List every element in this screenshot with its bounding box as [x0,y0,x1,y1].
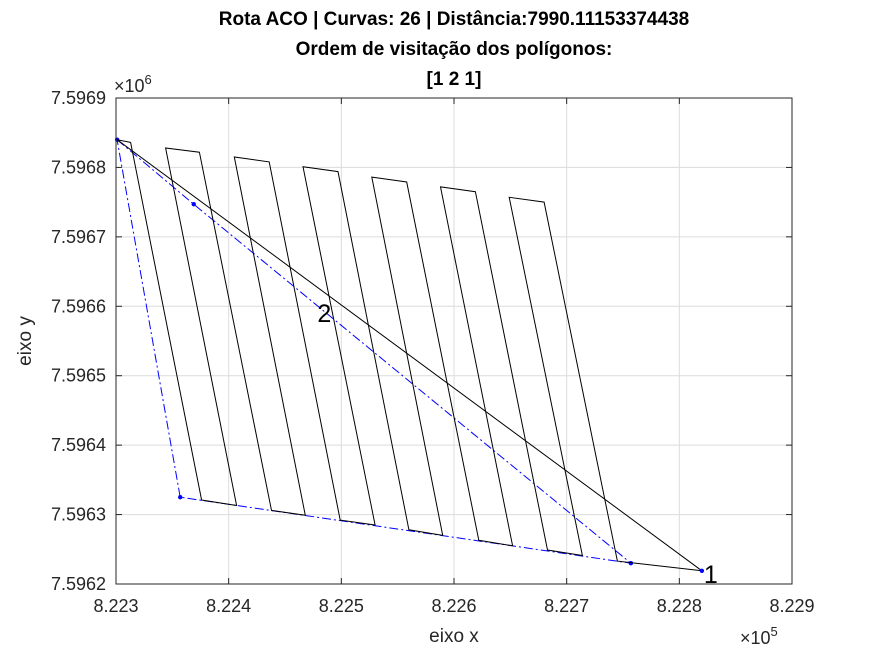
polygon-vertex-marker [191,202,196,207]
polygon-vertex-marker [178,495,183,500]
x-tick-label: 8.225 [319,596,364,616]
ticks: 8.223 8.224 8.225 8.226 8.227 8.228 8.229 7.596… [51,88,815,616]
y-exponent-base: ×10 [114,76,145,96]
y-tick-label: 7.5963 [51,505,106,525]
y-tick-label: 7.5962 [51,574,106,594]
chart-title-line-3: [1 2 1] [427,69,482,90]
x-tick-label: 8.227 [544,596,589,616]
y-tick-label: 7.5967 [51,227,106,247]
chart-title-line-2: Ordem de visitação dos polígonos: [296,39,613,60]
y-tick-label: 7.5969 [51,88,106,108]
y-axis-label: eixo y [15,316,36,366]
x-axis-label: eixo x [429,626,479,647]
y-axis-exponent: ×106 [114,72,152,96]
polygon-order-label: 2 [317,300,331,328]
y-tick-label: 7.5968 [51,157,106,177]
start-point-marker [699,568,705,574]
x-tick-label: 8.228 [657,596,702,616]
x-exponent-power: 5 [771,624,778,639]
x-exponent-base: ×10 [740,628,771,648]
y-tick-label: 7.5964 [51,435,106,455]
y-exponent-power: 6 [145,72,152,87]
y-tick-label: 7.5966 [51,296,106,316]
x-axis-exponent: ×105 [740,624,778,648]
polygon-order-label: 1 [704,561,718,589]
y-tick-label: 7.5965 [51,366,106,386]
chart-title-line-1: Rota ACO | Curvas: 26 | Distância:7990.1… [219,9,689,30]
x-tick-label: 8.224 [206,596,251,616]
x-tick-label: 8.229 [769,596,814,616]
x-tick-label: 8.223 [93,596,138,616]
x-tick-label: 8.226 [431,596,476,616]
sweep-path [116,139,703,572]
data-layer: 12 [114,137,718,589]
grid [116,98,792,584]
